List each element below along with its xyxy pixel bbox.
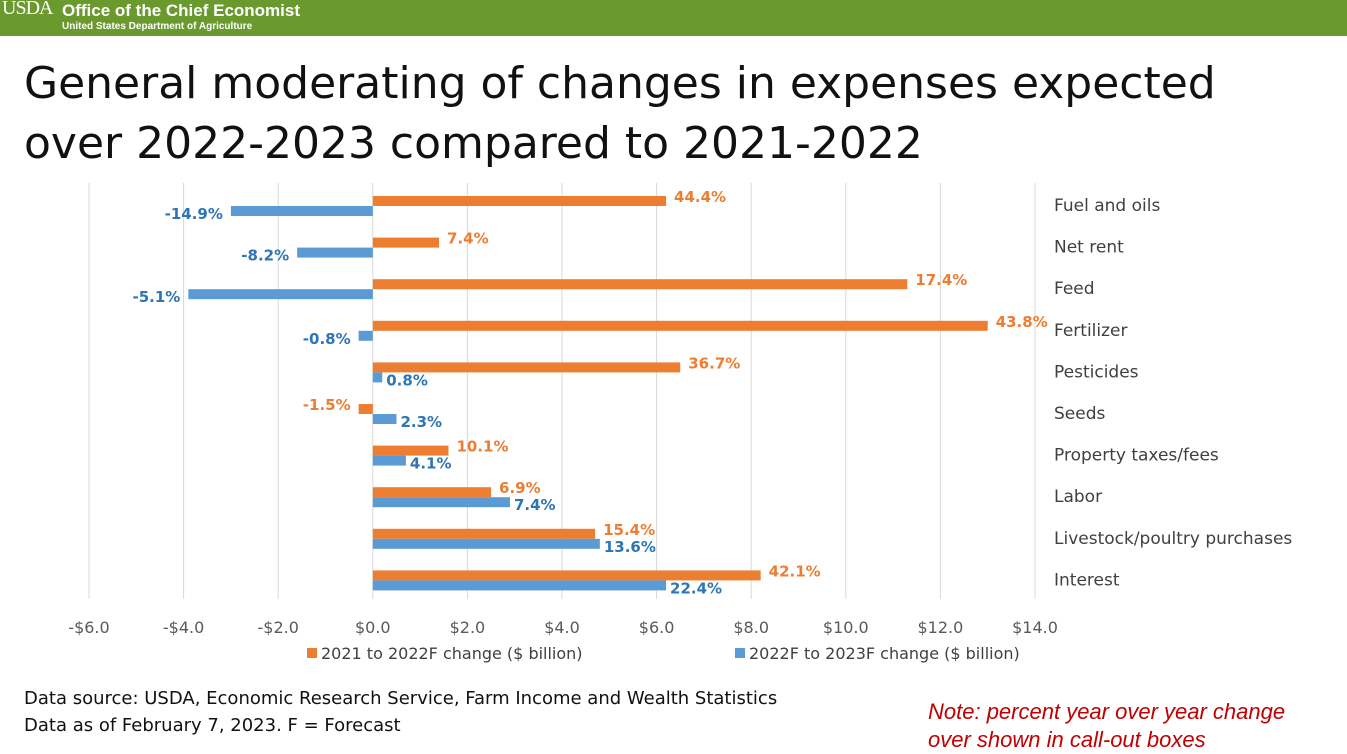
- data-date: Data as of February 7, 2023. F = Forecas…: [24, 715, 401, 736]
- legend-swatch-2021-2022: [307, 648, 317, 658]
- bar-2021-2022: [372, 196, 667, 206]
- data-label-2022-2023: -0.8%: [303, 330, 351, 348]
- bar-2021-2022: [372, 362, 681, 373]
- bar-2021-2022: [372, 279, 908, 290]
- x-tick-label: $6.0: [639, 618, 675, 637]
- data-label-2021-2022: 10.1%: [456, 438, 508, 456]
- category-label: Net rent: [1054, 238, 1124, 258]
- category-label: Feed: [1054, 279, 1095, 299]
- data-label-2021-2022: 6.9%: [499, 479, 541, 497]
- category-label: Property taxes/fees: [1054, 446, 1219, 466]
- data-label-2021-2022: 43.8%: [996, 313, 1048, 331]
- category-label: Fuel and oils: [1054, 196, 1160, 216]
- legend-swatch-2022-2023: [735, 648, 745, 658]
- data-label-2022-2023: -5.1%: [133, 288, 181, 306]
- category-label: Seeds: [1054, 404, 1106, 424]
- x-tick-label: -$6.0: [68, 618, 109, 637]
- x-tick-label: $12.0: [917, 618, 963, 637]
- x-tick-label: $14.0: [1012, 618, 1058, 637]
- x-tick-label: $8.0: [733, 618, 769, 637]
- bar-2022-2023: [372, 497, 510, 508]
- data-label-2022-2023: 22.4%: [670, 579, 722, 597]
- data-label-2021-2022: 17.4%: [915, 271, 967, 289]
- bar-2022-2023: [358, 330, 373, 341]
- data-label-2022-2023: 4.1%: [410, 455, 452, 473]
- office-name: Office of the Chief Economist: [62, 1, 301, 20]
- bar-2022-2023: [230, 206, 373, 216]
- bar-2022-2023: [372, 372, 383, 383]
- data-label-2021-2022: -1.5%: [303, 396, 351, 414]
- data-label-2021-2022: 7.4%: [447, 230, 489, 248]
- legend-label-2021-2022: 2021 to 2022F change ($ billion): [321, 644, 583, 663]
- bar-2022-2023: [372, 455, 406, 466]
- data-label-2022-2023: -14.9%: [165, 205, 223, 223]
- category-label: Interest: [1054, 570, 1120, 590]
- bar-2021-2022: [372, 528, 596, 539]
- note-line-2: over shown in call-out boxes: [928, 727, 1206, 752]
- bar-2022-2023: [188, 289, 373, 300]
- legend-label-2022-2023: 2022F to 2023F change ($ billion): [749, 644, 1020, 663]
- data-label-2022-2023: -8.2%: [241, 247, 289, 265]
- usda-logo: USDA: [2, 0, 53, 19]
- x-tick-label: -$4.0: [163, 618, 204, 637]
- x-tick-label: -$2.0: [257, 618, 298, 637]
- x-tick-label: $4.0: [544, 618, 580, 637]
- bar-2022-2023: [372, 580, 667, 591]
- data-label-2022-2023: 2.3%: [400, 413, 442, 431]
- slide-title: General moderating of changes in expense…: [24, 58, 1216, 169]
- data-label-2021-2022: 15.4%: [603, 521, 655, 539]
- data-label-2022-2023: 13.6%: [604, 538, 656, 556]
- bar-2021-2022: [372, 487, 492, 498]
- bar-2021-2022: [372, 445, 449, 456]
- data-label-2022-2023: 0.8%: [386, 371, 428, 389]
- category-label: Labor: [1054, 487, 1102, 507]
- bar-2021-2022: [372, 237, 440, 248]
- bar-2022-2023: [372, 414, 397, 424]
- bar-chart: -$6.0 -$4.0 -$2.0 $0.0 $2.0 $4.0 $6.0 $8.0 $10.0…: [68, 183, 1292, 663]
- data-label-2021-2022: 36.7%: [688, 354, 740, 372]
- data-label-2021-2022: 44.4%: [674, 188, 726, 206]
- data-label-2022-2023: 7.4%: [514, 496, 556, 514]
- x-tick-label: $0.0: [355, 618, 391, 637]
- department-name: United States Department of Agriculture: [62, 21, 253, 32]
- bar-2021-2022: [358, 404, 373, 414]
- header-banner: USDA Office of the Chief Economist Unite…: [0, 0, 1347, 36]
- category-label: Pesticides: [1054, 362, 1139, 382]
- x-tick-label: $10.0: [823, 618, 869, 637]
- bar-2022-2023: [372, 538, 600, 549]
- category-label: Fertilizer: [1054, 321, 1128, 341]
- note-line-1: Note: percent year over year change: [928, 699, 1286, 724]
- bar-2021-2022: [372, 570, 761, 581]
- bar-2021-2022: [372, 320, 988, 331]
- data-label-2021-2022: 42.1%: [769, 562, 821, 580]
- data-source: Data source: USDA, Economic Research Ser…: [24, 688, 778, 709]
- bar-2022-2023: [297, 247, 373, 258]
- x-tick-label: $2.0: [450, 618, 486, 637]
- category-label: Livestock/poultry purchases: [1054, 529, 1292, 549]
